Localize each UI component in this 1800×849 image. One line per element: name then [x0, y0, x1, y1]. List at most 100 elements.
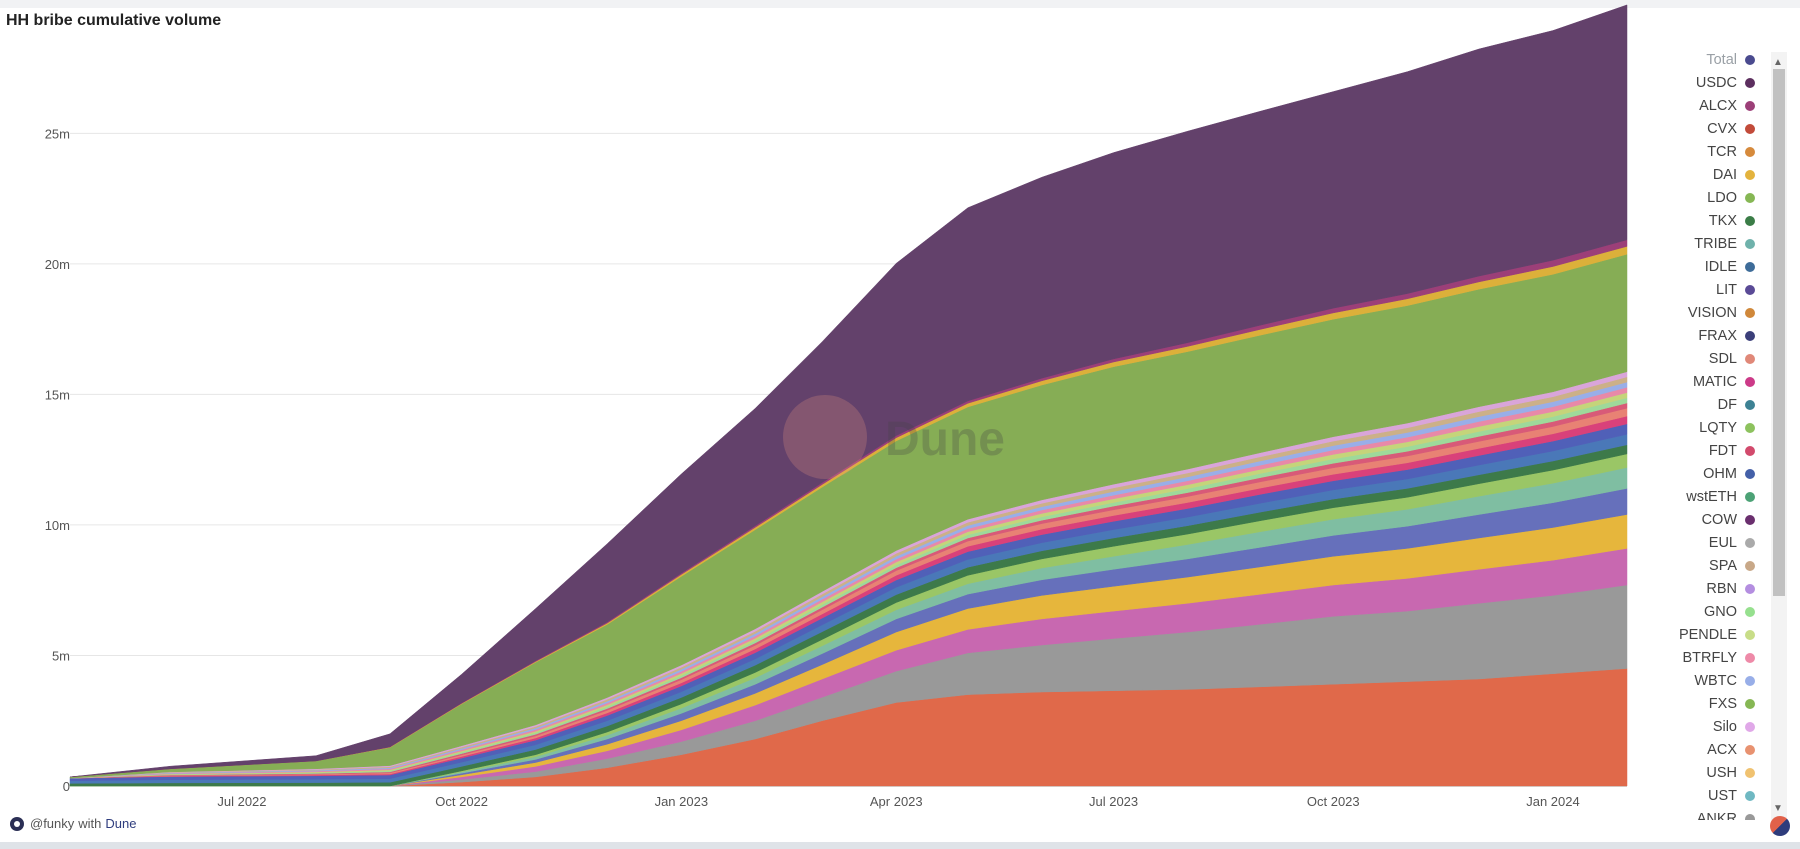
legend-label: WBTC: [1694, 672, 1737, 689]
legend-dot-icon: [1745, 353, 1755, 364]
legend-item-silo[interactable]: Silo: [1713, 715, 1755, 738]
dune-watermark: Dune: [783, 395, 1005, 479]
legend-label: OHM: [1703, 465, 1737, 482]
scroll-down-icon[interactable]: ▼: [1773, 803, 1783, 814]
legend-item-fxs[interactable]: FXS: [1709, 692, 1755, 715]
legend-item-pendle[interactable]: PENDLE: [1679, 623, 1755, 646]
legend-dot-icon: [1745, 537, 1755, 548]
footer-brand-link[interactable]: Dune: [105, 816, 137, 831]
legend-item-btrfly[interactable]: BTRFLY: [1682, 646, 1755, 669]
legend-item-fdt[interactable]: FDT: [1709, 439, 1755, 462]
scroll-thumb[interactable]: [1773, 69, 1785, 596]
legend-dot-icon: [1745, 123, 1755, 134]
x-tick-label: Jan 2023: [655, 794, 709, 809]
legend-dot-icon: [1745, 698, 1755, 709]
legend-item-lqty[interactable]: LQTY: [1699, 416, 1755, 439]
legend-dot-icon: [1745, 146, 1755, 157]
legend-label: wstETH: [1686, 488, 1737, 505]
legend-dot-icon: [1745, 721, 1755, 732]
legend-item-idle[interactable]: IDLE: [1705, 255, 1755, 278]
legend-label: CVX: [1707, 120, 1737, 137]
y-tick-label: 0: [63, 779, 70, 794]
legend-dot-icon: [1745, 238, 1755, 249]
footer-credit[interactable]: @funky with Dune: [10, 816, 136, 831]
legend-item-ohm[interactable]: OHM: [1703, 462, 1755, 485]
legend-label: EUL: [1708, 534, 1737, 551]
legend-item-alcx[interactable]: ALCX: [1699, 94, 1755, 117]
legend-dot-icon: [1745, 652, 1755, 663]
legend-item-ust[interactable]: UST: [1708, 784, 1755, 807]
legend-item-usdc[interactable]: USDC: [1696, 71, 1755, 94]
legend-label: COW: [1701, 511, 1737, 528]
legend-item-matic[interactable]: MATIC: [1693, 370, 1755, 393]
legend-label: DF: [1717, 396, 1737, 413]
legend-item-df[interactable]: DF: [1718, 393, 1755, 416]
legend-label: DAI: [1712, 166, 1737, 183]
y-tick-label: 10m: [45, 518, 70, 533]
series-area-cow[interactable]: [69, 4, 1628, 778]
legend-item-lit[interactable]: LIT: [1716, 278, 1755, 301]
legend-label: TRIBE: [1694, 235, 1737, 252]
scroll-up-icon[interactable]: ▲: [1773, 57, 1783, 68]
legend-label: VISION: [1687, 304, 1737, 321]
legend-dot-icon: [1745, 675, 1755, 686]
legend-item-tribe[interactable]: TRIBE: [1694, 232, 1755, 255]
legend-item-wsteth[interactable]: wstETH: [1686, 485, 1755, 508]
legend-item-sdl[interactable]: SDL: [1709, 347, 1755, 370]
legend-dot-icon: [1745, 54, 1755, 65]
legend-dot-icon: [1745, 606, 1755, 617]
legend-dot-icon: [1745, 399, 1755, 410]
legend-dot-icon: [1745, 100, 1755, 111]
legend-dot-icon: [1745, 491, 1755, 502]
legend-label: RBN: [1706, 580, 1737, 597]
legend-dot-icon: [1745, 514, 1755, 525]
legend-dot-icon: [1745, 744, 1755, 755]
y-tick-label: 20m: [45, 257, 70, 272]
legend-item-ldo[interactable]: LDO: [1707, 186, 1755, 209]
legend-item-rbn[interactable]: RBN: [1706, 577, 1755, 600]
legend-item-tcr[interactable]: TCR: [1707, 140, 1755, 163]
x-axis: Jul 2022 Oct 2022 Jan 2023 Apr 2023 Jul 2023…: [217, 794, 1579, 809]
legend-label: Total: [1706, 51, 1737, 68]
footer-with: with: [78, 816, 102, 831]
legend-dot-icon: [1745, 629, 1755, 640]
legend-label: PENDLE: [1678, 626, 1737, 643]
legend-label: LQTY: [1699, 419, 1737, 436]
legend-label: SDL: [1708, 350, 1737, 367]
area-chart: Dune 0 5m 10m 15m 20m 25m Jul 2022 Oct 2022 Jan…: [45, 4, 1628, 809]
legend-item-ush[interactable]: USH: [1706, 761, 1755, 784]
legend-label: UST: [1708, 787, 1737, 804]
legend-item-total[interactable]: Total: [1706, 48, 1755, 71]
legend-dot-icon: [1745, 192, 1755, 203]
x-tick-label: Apr 2023: [870, 794, 923, 809]
legend-label: ANKR: [1696, 810, 1737, 821]
legend-label: TCR: [1707, 143, 1737, 160]
legend-label: FDT: [1708, 442, 1737, 459]
legend-item-cow[interactable]: COW: [1702, 508, 1755, 531]
legend-item-eul[interactable]: EUL: [1709, 531, 1755, 554]
dune-logo-icon: [783, 395, 867, 479]
legend-label: FXS: [1708, 695, 1737, 712]
x-tick-label: Jul 2023: [1089, 794, 1138, 809]
legend-dot-icon: [1745, 261, 1755, 272]
legend-dot-icon: [1745, 284, 1755, 295]
legend-item-cvx[interactable]: CVX: [1707, 117, 1755, 140]
legend-label: Silo: [1712, 718, 1737, 735]
watermark-text: Dune: [885, 413, 1005, 466]
legend-item-tkx[interactable]: TKX: [1709, 209, 1755, 232]
legend-dot-icon: [1745, 583, 1755, 594]
footer-user[interactable]: @funky: [30, 816, 75, 831]
legend-item-ankr[interactable]: ANKR: [1697, 807, 1755, 820]
legend-item-gno[interactable]: GNO: [1704, 600, 1755, 623]
legend-item-frax[interactable]: FRAX: [1698, 324, 1755, 347]
legend-item-acx[interactable]: ACX: [1707, 738, 1755, 761]
dune-badge-icon: [1770, 816, 1790, 836]
legend-dot-icon: [1745, 330, 1755, 341]
user-avatar-icon: [10, 816, 24, 831]
legend-label: LDO: [1707, 189, 1737, 206]
legend-item-wbtc[interactable]: WBTC: [1694, 669, 1755, 692]
legend-item-dai[interactable]: DAI: [1713, 163, 1755, 186]
legend-item-spa[interactable]: SPA: [1709, 554, 1755, 577]
legend-label: ACX: [1707, 741, 1737, 758]
legend-item-vision[interactable]: VISION: [1688, 301, 1755, 324]
